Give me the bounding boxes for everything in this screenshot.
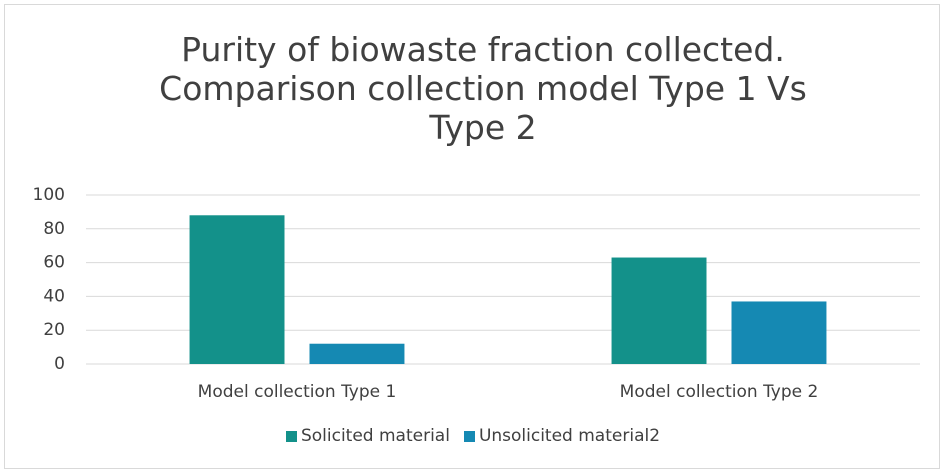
chart-title: Purity of biowaste fraction collected. C… <box>159 30 807 147</box>
y-tick-label: 100 <box>33 185 65 205</box>
x-tick-label: Model collection Type 1 <box>198 382 397 402</box>
legend-label: Unsolicited material2 <box>478 426 661 446</box>
y-tick-label: 20 <box>43 320 65 340</box>
bar <box>731 301 827 364</box>
legend-label: Solicited material <box>300 426 450 446</box>
legend-item: Unsolicited material2 <box>463 426 661 446</box>
y-tick-label: 80 <box>43 219 65 239</box>
x-tick-label: Model collection Type 2 <box>620 382 819 402</box>
legend-swatch <box>285 430 297 442</box>
legend-item: Solicited material <box>285 426 450 446</box>
bar <box>611 257 707 364</box>
legend-swatch <box>463 430 475 442</box>
y-tick-label: 40 <box>43 286 65 306</box>
legend: Solicited material Unsolicited material2 <box>0 426 946 446</box>
chart-frame <box>4 4 940 469</box>
bar <box>189 215 285 364</box>
y-tick-label: 0 <box>54 354 65 374</box>
bar <box>309 343 405 364</box>
y-tick-label: 60 <box>43 253 65 273</box>
